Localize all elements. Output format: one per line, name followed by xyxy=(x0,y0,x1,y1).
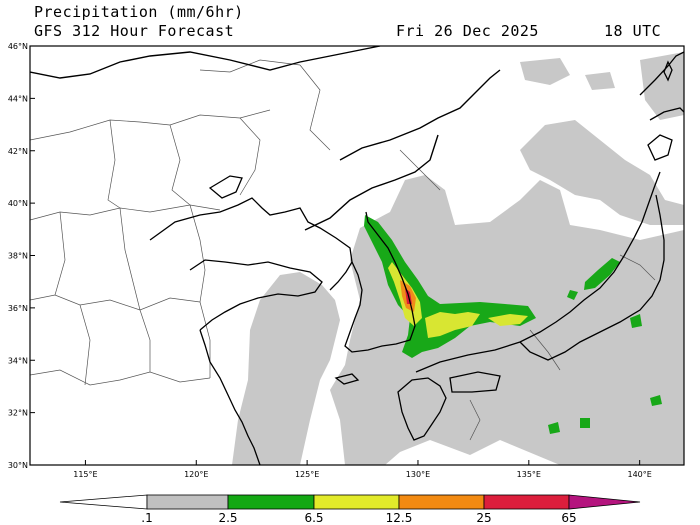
latitude-axis: 30°N 32°N 34°N 36°N 38°N 40°N 42°N 44°N 46°N xyxy=(8,42,35,470)
colorbar-low-arrow xyxy=(59,494,148,510)
lat-tick-label: 30°N xyxy=(8,461,28,470)
colorbar: .1 2.5 6.5 12.5 25 65 xyxy=(59,494,641,525)
lat-tick-label: 32°N xyxy=(8,409,28,418)
colorbar-segment xyxy=(313,494,400,510)
colorbar-label: 25 xyxy=(476,511,491,525)
colorbar-label: .1 xyxy=(141,511,152,525)
forecast-time: 18 UTC xyxy=(604,22,662,40)
lon-tick-label: 130°E xyxy=(406,470,430,479)
colorbar-segment xyxy=(483,494,570,510)
lat-tick-label: 34°N xyxy=(8,356,28,365)
map-area xyxy=(30,46,684,465)
forecast-label: GFS 312 Hour Forecast xyxy=(34,22,235,40)
colorbar-label: 6.5 xyxy=(304,511,323,525)
colorbar-label: 12.5 xyxy=(386,511,413,525)
lon-tick-label: 115°E xyxy=(73,470,97,479)
lat-tick-label: 38°N xyxy=(8,252,28,261)
lat-tick-label: 36°N xyxy=(8,304,28,313)
colorbar-segment xyxy=(398,494,485,510)
forecast-date: Fri 26 Dec 2025 xyxy=(396,22,539,40)
colorbar-label: 2.5 xyxy=(218,511,237,525)
colorbar-high-arrow xyxy=(568,494,641,510)
chart-title: Precipitation (mm/6hr) xyxy=(34,3,244,21)
lat-tick-label: 46°N xyxy=(8,42,28,51)
colorbar-label: 65 xyxy=(561,511,576,525)
longitude-axis: 115°E 120°E 125°E 130°E 135°E 140°E xyxy=(73,460,652,479)
lat-tick-label: 40°N xyxy=(8,199,28,208)
province-boundaries xyxy=(30,59,656,441)
coastlines xyxy=(149,51,684,465)
lon-tick-label: 135°E xyxy=(517,470,541,479)
lon-tick-label: 125°E xyxy=(295,470,319,479)
lon-tick-label: 120°E xyxy=(184,470,208,479)
lon-tick-label: 140°E xyxy=(627,470,651,479)
precip-moderate-areas xyxy=(364,215,662,434)
country-borders xyxy=(30,46,501,231)
colorbar-segment xyxy=(146,494,229,510)
colorbar-segment xyxy=(227,494,315,510)
lat-tick-label: 44°N xyxy=(8,94,28,103)
lat-tick-label: 42°N xyxy=(8,147,28,156)
